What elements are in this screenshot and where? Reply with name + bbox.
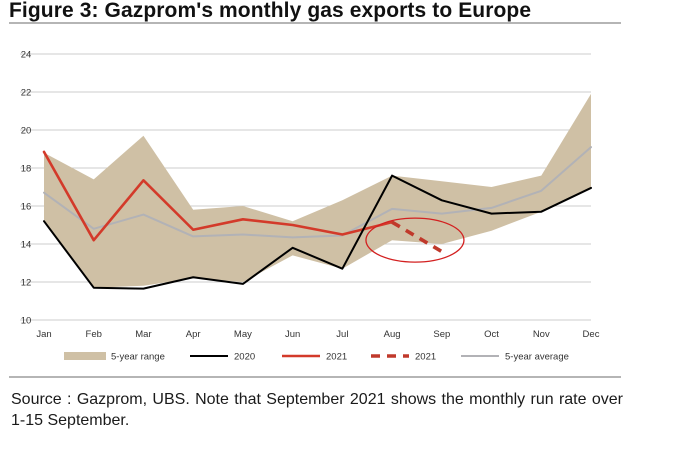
y-tick-label: 20 [21,126,32,137]
range-band [44,93,591,288]
series-line-2020 [43,174,592,290]
y-axis-ticks: 10 12 14 16 18 20 22 24 [21,50,32,327]
x-tick-label: May [234,329,252,340]
x-tick-label: Jan [36,329,51,340]
y-tick-label: 22 [21,88,32,99]
x-tick-label: Jun [285,329,300,340]
y-tick-label: 12 [21,278,32,289]
line-chart: 10 12 14 16 18 20 22 24 Jan Feb Mar Apr May Jun Jul Au… [20,50,600,363]
x-tick-label: Feb [86,329,102,340]
x-tick-label: Oct [484,329,499,340]
legend-label: 5-year range [111,352,165,363]
highlight-ellipse [365,217,465,263]
x-tick-label: Nov [533,329,550,340]
x-tick-label: Aug [384,329,401,340]
legend: 5-year range 2020 2021 2021 5-year average [64,352,569,363]
source-divider [9,376,621,378]
legend-label: 2021 [326,352,347,363]
annotations [365,217,465,263]
y-tick-label: 18 [21,164,32,175]
x-tick-label: Jul [336,329,348,340]
source-note: Source : Gazprom, UBS. Note that Septemb… [11,391,623,429]
y-tick-label: 10 [21,316,32,327]
figure-title: Figure 3: Gazprom's monthly gas exports … [9,0,532,22]
x-tick-label: Sep [433,329,450,340]
x-axis-ticks: Jan Feb Mar Apr May Jun Jul Aug Sep Oct Nov Dec [36,329,599,340]
legend-label: 5-year average [505,352,569,363]
series-lines [42,146,592,290]
legend-swatch-range [64,352,106,360]
x-tick-label: Mar [135,329,151,340]
x-tick-label: Dec [583,329,600,340]
range-band-area [44,93,591,288]
x-tick-label: Apr [186,329,201,340]
title-divider [9,22,621,24]
y-tick-label: 14 [21,240,32,251]
legend-label: 2021 [415,352,436,363]
series-line-5-year-average [43,146,592,239]
legend-label: 2020 [234,352,255,363]
y-tick-label: 24 [21,50,32,61]
y-tick-label: 16 [21,202,32,213]
series-line-2021-dashed [391,220,443,254]
series-line-2021 [42,150,394,242]
